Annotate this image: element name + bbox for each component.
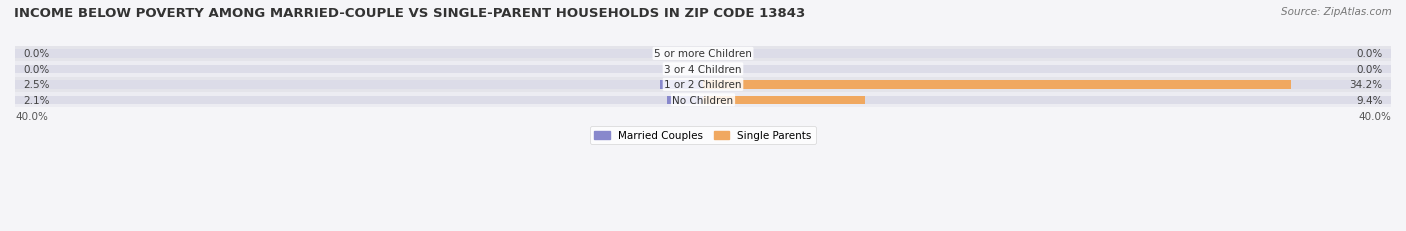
Text: 0.0%: 0.0%	[24, 65, 49, 75]
Text: 0.0%: 0.0%	[1357, 49, 1382, 59]
Bar	[703, 81, 1291, 89]
Legend: Married Couples, Single Parents: Married Couples, Single Parents	[591, 127, 815, 145]
Bar	[703, 96, 1391, 105]
Bar	[703, 50, 1391, 58]
Text: 40.0%: 40.0%	[15, 112, 48, 122]
Bar	[15, 81, 703, 89]
Text: 0.0%: 0.0%	[1357, 65, 1382, 75]
Bar	[703, 81, 1391, 89]
Bar	[703, 65, 1391, 74]
Bar	[15, 46, 1391, 62]
Bar	[659, 81, 703, 89]
Text: INCOME BELOW POVERTY AMONG MARRIED-COUPLE VS SINGLE-PARENT HOUSEHOLDS IN ZIP COD: INCOME BELOW POVERTY AMONG MARRIED-COUPL…	[14, 7, 806, 20]
Bar	[15, 77, 1391, 93]
Bar	[15, 93, 1391, 108]
Text: 34.2%: 34.2%	[1350, 80, 1382, 90]
Bar	[666, 96, 703, 105]
Text: 2.1%: 2.1%	[24, 95, 51, 105]
Text: 40.0%: 40.0%	[1358, 112, 1391, 122]
Bar	[15, 62, 1391, 77]
Text: 9.4%: 9.4%	[1355, 95, 1382, 105]
Bar	[15, 50, 703, 58]
Text: 1 or 2 Children: 1 or 2 Children	[664, 80, 742, 90]
Text: 0.0%: 0.0%	[24, 49, 49, 59]
Bar	[703, 96, 865, 105]
Bar	[15, 65, 703, 74]
Text: 2.5%: 2.5%	[24, 80, 51, 90]
Text: 3 or 4 Children: 3 or 4 Children	[664, 65, 742, 75]
Bar	[15, 96, 703, 105]
Text: 5 or more Children: 5 or more Children	[654, 49, 752, 59]
Text: No Children: No Children	[672, 95, 734, 105]
Text: Source: ZipAtlas.com: Source: ZipAtlas.com	[1281, 7, 1392, 17]
